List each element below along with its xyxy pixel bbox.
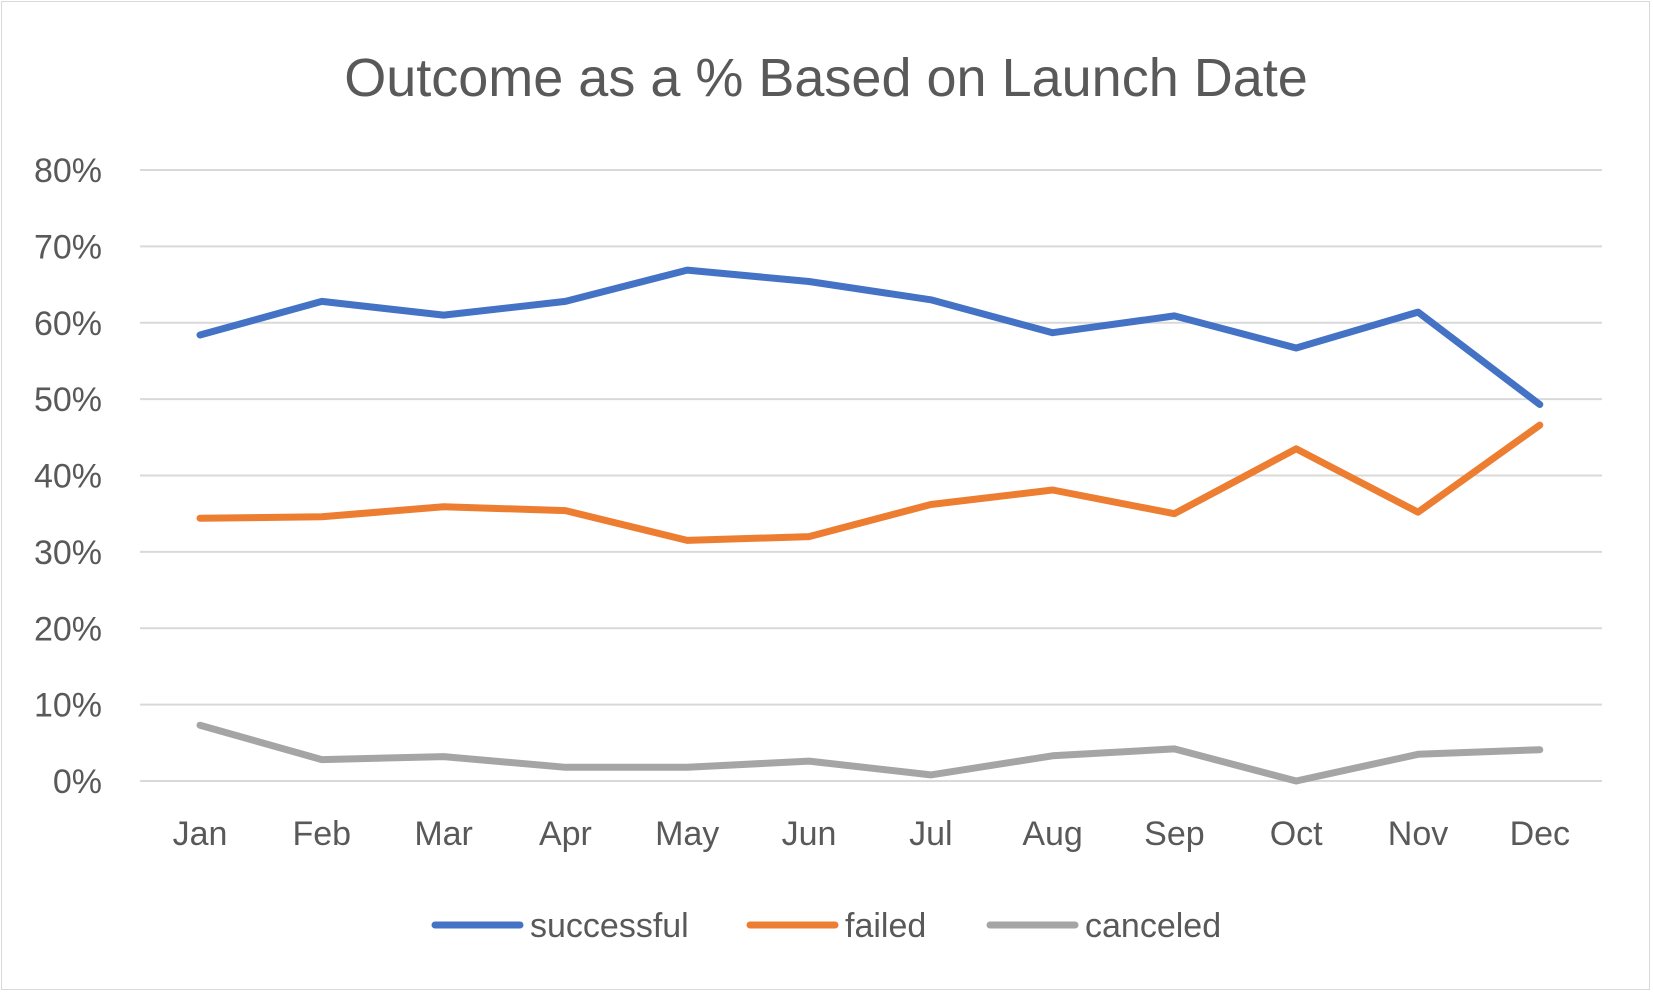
- y-tick-label: 80%: [34, 152, 102, 190]
- series-line-failed: [196, 421, 1544, 544]
- legend-label-canceled: canceled: [1085, 907, 1221, 945]
- series-line-canceled: [196, 721, 1544, 785]
- x-tick-label: Sep: [1144, 815, 1205, 853]
- y-tick-label: 20%: [34, 610, 102, 648]
- gridlines: [140, 169, 1602, 782]
- x-tick-label: Jun: [782, 815, 837, 853]
- legend-label-successful: successful: [530, 907, 689, 945]
- x-tick-label: Aug: [1022, 815, 1083, 853]
- x-tick-label: Feb: [293, 815, 352, 853]
- legend-label-failed: failed: [845, 907, 926, 945]
- y-tick-label: 60%: [34, 305, 102, 343]
- x-tick-label: Mar: [414, 815, 473, 853]
- series-lines: [196, 266, 1544, 785]
- series-line-successful: [196, 266, 1544, 408]
- y-tick-label: 10%: [34, 687, 102, 725]
- y-tick-label: 0%: [53, 763, 102, 801]
- x-axis-ticks: Jan Feb Mar Apr May Jun Jul Aug Sep Oct Nov Dec: [173, 815, 1570, 853]
- x-tick-label: Jul: [909, 815, 952, 853]
- y-tick-label: 50%: [34, 381, 102, 419]
- x-tick-label: Jan: [173, 815, 228, 853]
- x-tick-label: Apr: [539, 815, 592, 853]
- y-axis-ticks: 0% 10% 20% 30% 40% 50% 60% 70% 80%: [34, 152, 102, 801]
- legend: successful failed canceled: [431, 907, 1221, 945]
- x-tick-label: May: [655, 815, 719, 853]
- y-tick-label: 70%: [34, 228, 102, 266]
- x-tick-label: Nov: [1388, 815, 1448, 853]
- chart-title: Outcome as a % Based on Launch Date: [344, 48, 1308, 108]
- y-tick-label: 40%: [34, 458, 102, 496]
- x-tick-label: Dec: [1510, 815, 1570, 853]
- x-tick-label: Oct: [1270, 815, 1323, 853]
- y-tick-label: 30%: [34, 534, 102, 572]
